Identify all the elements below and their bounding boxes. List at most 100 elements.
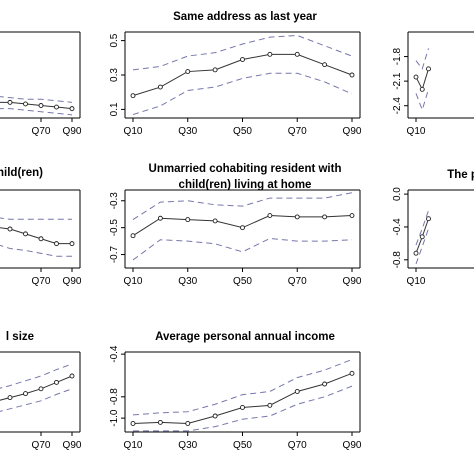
estimate-point (413, 250, 419, 256)
ci-upper-line (415, 210, 429, 246)
estimate-point (419, 234, 425, 240)
panel-p1: tyQ70Q90 (0, 31, 82, 137)
estimate-point (185, 421, 191, 426)
y-tick-label: -0.4 (109, 345, 120, 363)
series-group (413, 48, 431, 112)
x-tick-label: Q30 (178, 126, 197, 137)
ci-lower-line (133, 385, 353, 432)
x-tick-label: Q50 (233, 440, 252, 451)
panel-title: The per (447, 169, 474, 181)
x-tick-label: Q10 (124, 276, 143, 287)
estimate-point (212, 413, 218, 419)
estimate-line (415, 68, 429, 91)
ci-lower-line (0, 388, 73, 412)
estimate-point (322, 214, 328, 220)
ci-upper-line (132, 359, 353, 416)
estimate-point (157, 84, 163, 90)
ci-upper-line (0, 363, 73, 389)
estimate-point (322, 381, 328, 387)
estimate-point (413, 74, 419, 80)
estimate-point (322, 62, 328, 68)
panel-p4: hild(ren) Q70 Q90 (0, 167, 82, 287)
estimate-point (7, 395, 13, 401)
y-tick-label: 0.5 (109, 33, 120, 47)
estimate-point (240, 405, 245, 410)
estimate-point (130, 421, 136, 426)
estimate-point (240, 225, 245, 231)
x-tick-label: Q70 (32, 276, 51, 287)
y-tick-label: -2.4 (392, 97, 403, 115)
estimate-point (69, 241, 75, 247)
x-tick-label: Q70 (32, 126, 51, 137)
estimate-point (54, 104, 59, 110)
series-group (130, 192, 355, 261)
y-tick-label: -1.0 (109, 409, 120, 427)
y-tick-label: 0.0 (392, 187, 403, 201)
estimate-point (130, 93, 136, 99)
panel-p6: The per Q10 -0.8 -0.4 0.0 (392, 169, 474, 287)
ci-lower-line (0, 108, 73, 116)
series-group (0, 96, 75, 116)
estimate-point (38, 386, 44, 392)
estimate-point (38, 103, 44, 108)
series-group (130, 359, 355, 432)
ci-upper-line (0, 96, 73, 103)
x-tick-label: Q70 (288, 440, 307, 451)
ci-lower-line (132, 237, 353, 261)
y-tick-label: -0.4 (392, 218, 403, 236)
series-group (0, 217, 75, 257)
estimate-point (267, 51, 273, 57)
ci-lower-line (415, 228, 429, 265)
estimate-point (130, 233, 136, 239)
panel-title: Unmarried cohabiting resident with (149, 163, 342, 175)
estimate-line (0, 375, 73, 401)
estimate-point (185, 69, 191, 75)
series-group (413, 210, 431, 265)
panel-p7: l size Q70 Q90 (0, 331, 82, 451)
estimate-point (7, 99, 13, 105)
x-tick-label: Q50 (233, 126, 252, 137)
x-tick-label: Q90 (343, 276, 362, 287)
ci-upper-line (132, 192, 353, 221)
x-tick-label: Q70 (288, 276, 307, 287)
ci-upper-line (132, 34, 353, 71)
x-tick-label: Q90 (343, 126, 362, 137)
estimate-point (349, 213, 355, 219)
series-group (130, 34, 355, 116)
estimate-point (267, 213, 273, 219)
panel-title: Same address as last year (173, 11, 317, 23)
panel-title: Average personal annual income (155, 331, 335, 343)
estimate-point (349, 72, 355, 78)
ci-lower-line (0, 244, 72, 257)
y-tick-label: 0.1 (109, 102, 120, 116)
x-tick-label: Q70 (288, 126, 307, 137)
y-tick-label: -0.5 (109, 219, 120, 237)
x-tick-label: Q70 (32, 440, 51, 451)
estimate-point (212, 67, 218, 73)
x-tick-label: Q90 (63, 126, 82, 137)
y-tick-label: -0.7 (109, 245, 120, 263)
y-tick-label: -0.8 (392, 251, 403, 269)
estimate-point (69, 106, 75, 112)
estimate-point (267, 402, 273, 408)
ci-lower-line (415, 89, 429, 112)
panel-p2: Same address as last year Q10 Q30 Q50 Q70 Q90… (109, 11, 362, 137)
estimate-point (54, 379, 59, 385)
ci-upper-line (0, 217, 72, 220)
x-tick-label: Q10 (407, 276, 426, 287)
x-tick-label: Q10 (124, 126, 143, 137)
panel-p8: Average personal annual income Q10 Q30 Q50 Q… (109, 331, 362, 451)
panel-title: l size (6, 331, 34, 343)
estimate-point (426, 66, 431, 72)
estimate-point (157, 419, 163, 425)
ci-lower-line (132, 72, 353, 116)
x-tick-label: Q30 (178, 440, 197, 451)
y-tick-label: -2.1 (392, 72, 403, 90)
estimate-point (349, 370, 355, 376)
panel-title: child(ren) living at home (179, 179, 312, 191)
x-tick-label: Q90 (63, 276, 82, 287)
estimate-point (426, 216, 431, 222)
estimate-point (294, 51, 300, 57)
estimate-point (240, 57, 245, 62)
